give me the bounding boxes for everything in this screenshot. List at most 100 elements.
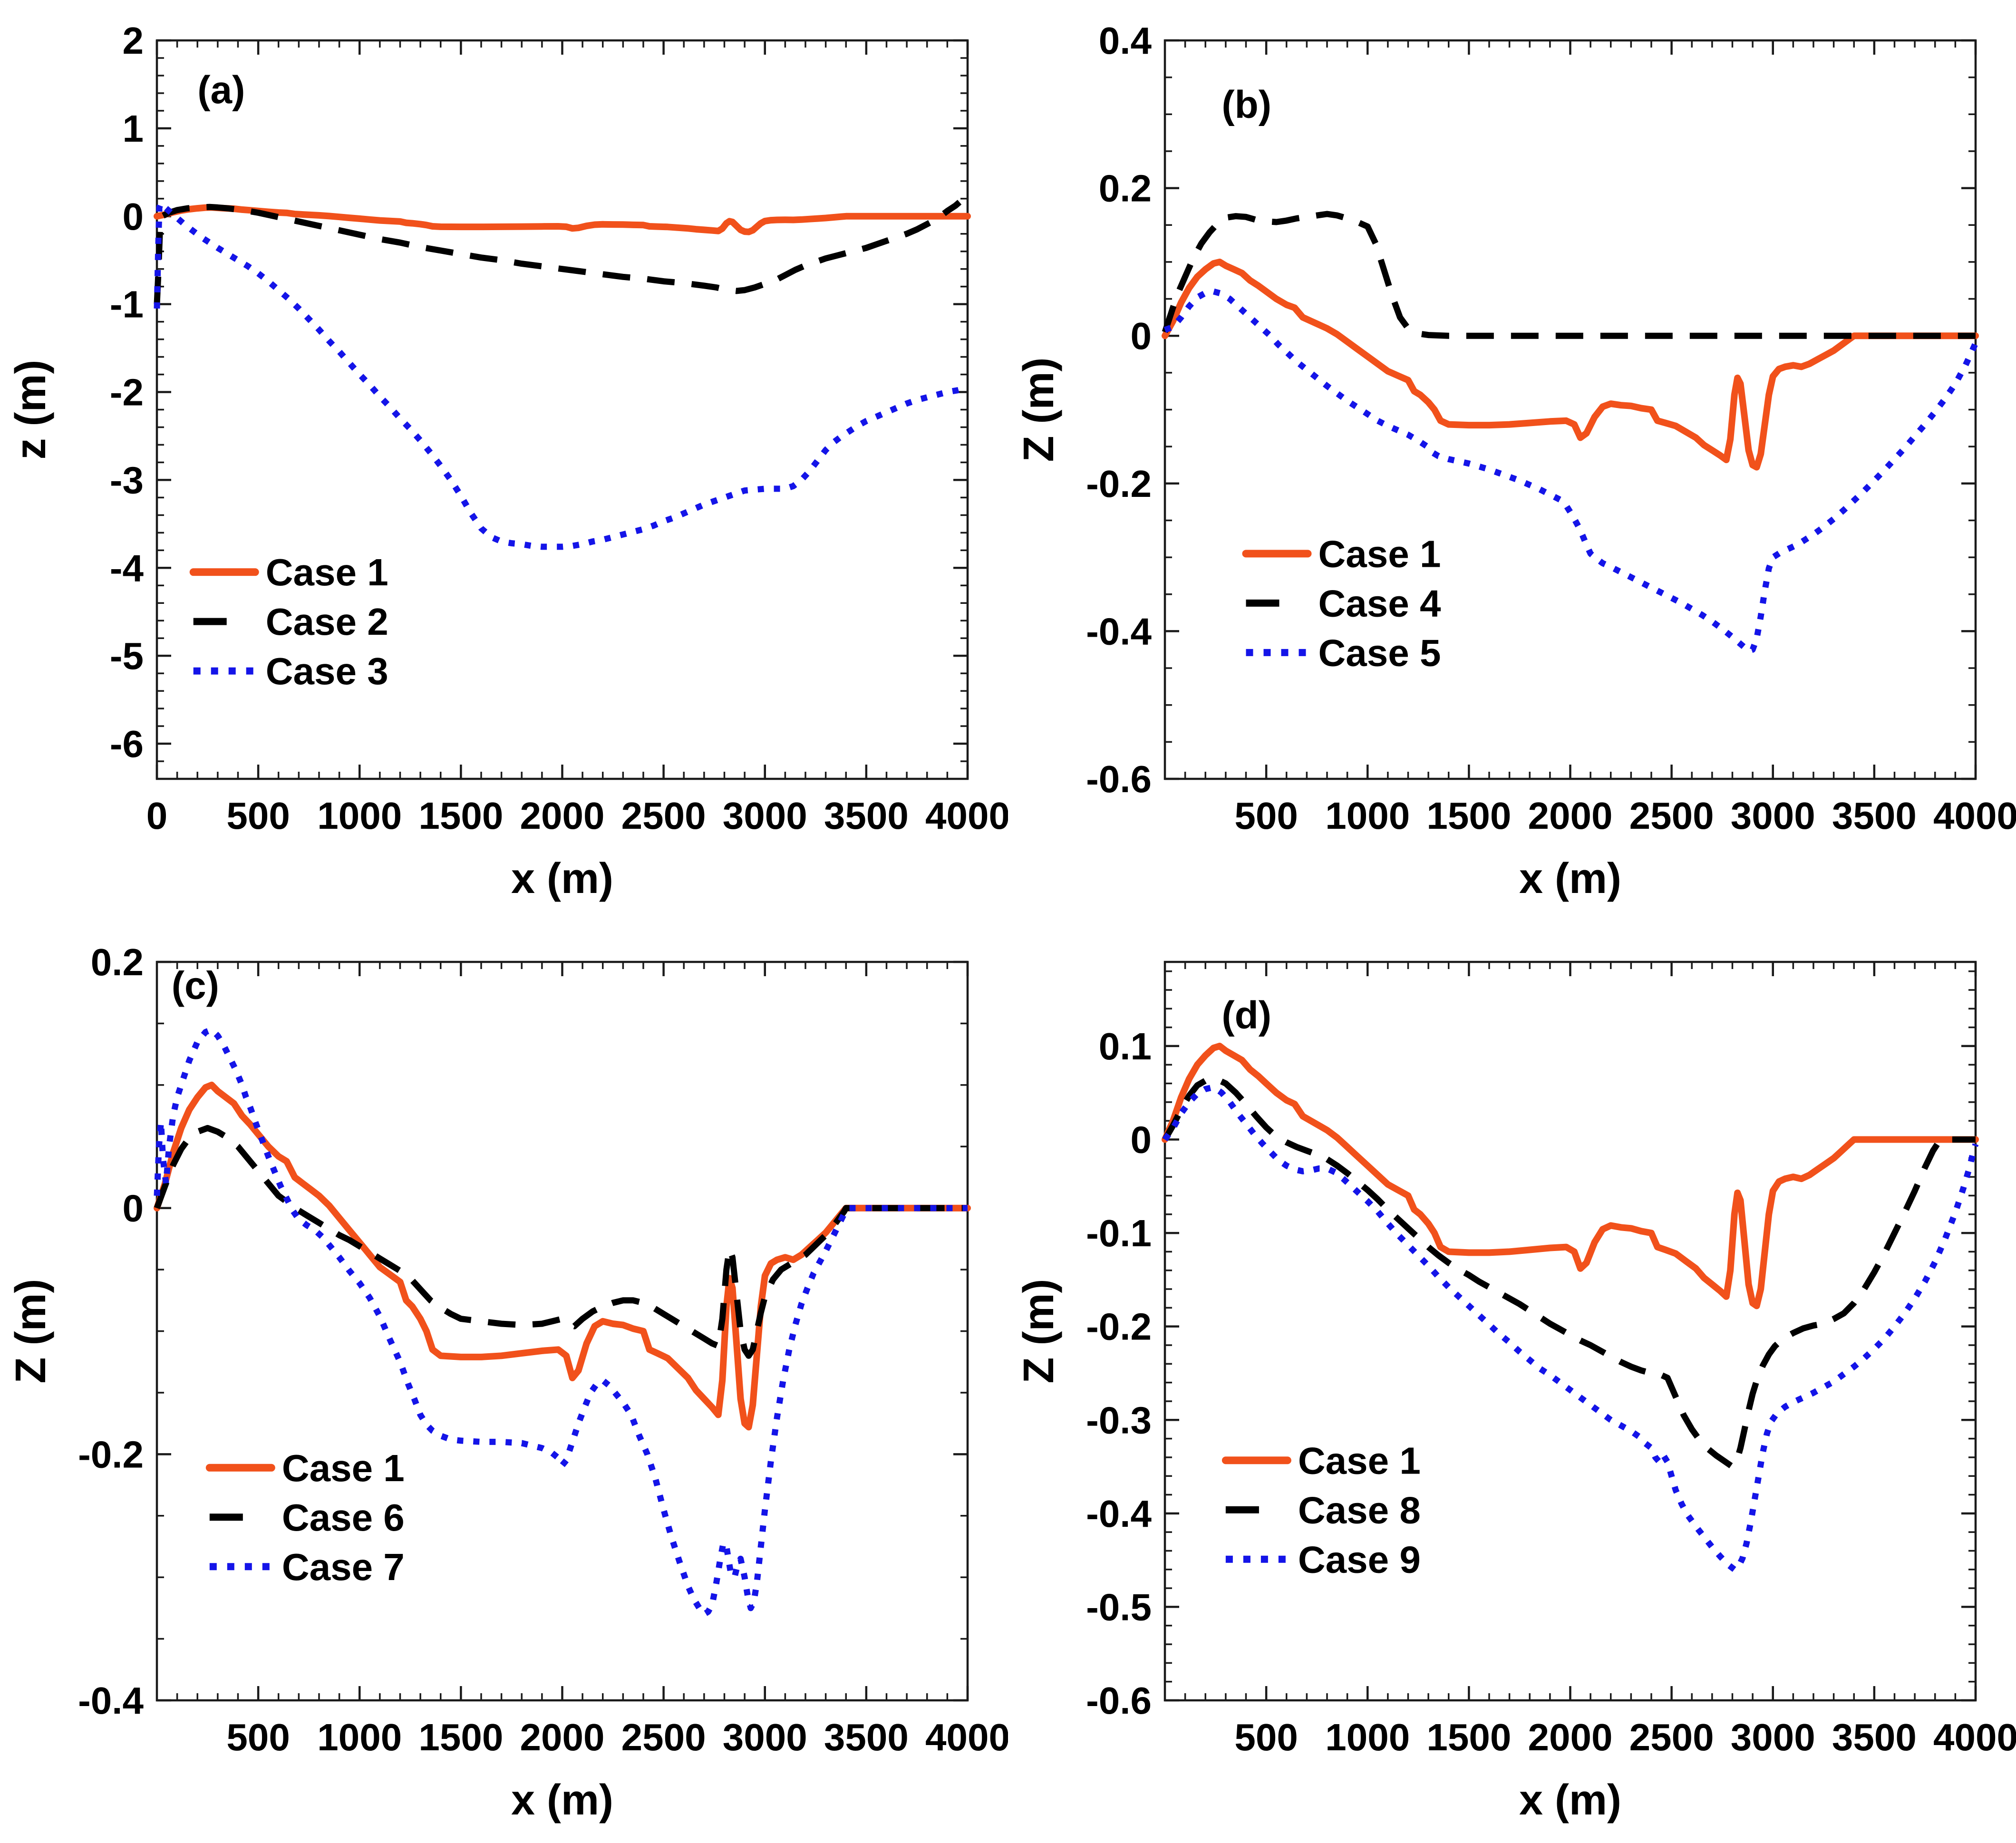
x-tick-label: 3500 [824, 795, 909, 837]
y-axis-label: Z (m) [1015, 358, 1063, 462]
y-tick-label: -0.6 [1086, 1679, 1152, 1722]
x-tick-label: 3000 [1731, 1716, 1815, 1758]
panel-d: 500 1000 1500 2000 2500 3000 3500 4000 0.1 0 -0.1 -… [1008, 922, 2016, 1843]
y-tick-label: -3 [110, 459, 144, 501]
panel-b: 500 1000 1500 2000 2500 3000 3500 4000 0.4 0.2 0 -0… [1008, 0, 2016, 922]
y-axis-label: Z (m) [7, 1279, 55, 1384]
series-case-8 [1162, 1076, 1976, 1470]
x-tick-label: 1000 [1325, 1716, 1410, 1758]
x-tick-label: 2000 [1528, 1716, 1613, 1758]
y-tick-label: 0.1 [1099, 1025, 1152, 1067]
y-tick-label: -6 [110, 723, 144, 765]
legend-label: Case 7 [282, 1546, 405, 1588]
y-tick-label: 1 [123, 107, 144, 150]
y-tick-label: 0.4 [1099, 19, 1152, 62]
y-tick-label: -0.4 [1086, 610, 1152, 652]
y-tick-label: -0.2 [78, 1433, 144, 1475]
y-tick-label: -4 [110, 547, 144, 589]
series-case-5 [1163, 288, 1978, 654]
y-tick-label: 0 [1131, 315, 1152, 357]
series-case-2 [154, 200, 962, 304]
y-tick-label: -1 [110, 283, 144, 326]
legend-label: Case 6 [282, 1496, 405, 1539]
y-axis-label: Z (m) [1015, 1279, 1063, 1384]
series-case-3 [154, 200, 969, 550]
series-case-7 [154, 1026, 968, 1618]
series-case-1 [154, 1081, 971, 1431]
x-tick-label: 3500 [1832, 795, 1917, 837]
plot-frame [1163, 39, 1977, 780]
series-case-1 [1162, 258, 1979, 471]
x-tick-label: 1000 [317, 795, 402, 837]
legend-label: Case 5 [1318, 631, 1441, 674]
y-tick-label: 0.2 [91, 941, 144, 983]
x-axis-label: x (m) [1519, 1776, 1621, 1824]
chart-c-canvas: 500 1000 1500 2000 2500 3000 3500 4000 0.2 0 -0.2 -… [7, 941, 1008, 1824]
x-tick-label: 2500 [1629, 795, 1714, 837]
x-axis-label: x (m) [511, 1776, 613, 1824]
x-tick-label: 1500 [1426, 1716, 1511, 1758]
x-axis-label: x (m) [1519, 855, 1621, 902]
x-tick-label: 500 [1234, 1716, 1298, 1758]
legend-label: Case 8 [1298, 1489, 1421, 1531]
x-tick-label: 2000 [1528, 795, 1613, 837]
series-case-9 [1162, 1084, 1979, 1573]
y-tick-label: 0 [123, 195, 144, 238]
y-tick-label: -0.4 [78, 1679, 144, 1722]
x-tick-label: 500 [1234, 795, 1298, 837]
chart-a-canvas: 0 500 1000 1500 2000 2500 3000 3500 4000 2 1 0 -1 -2 -… [7, 19, 1008, 902]
panel-letter: (d) [1221, 994, 1271, 1037]
y-tick-label: -2 [110, 371, 144, 414]
y-tick-label: -0.5 [1086, 1586, 1152, 1628]
y-tick-label: -0.2 [1086, 463, 1152, 505]
x-tick-label: 500 [226, 795, 290, 837]
series-case-4 [1162, 211, 1976, 339]
x-tick-label: 4000 [925, 1716, 1008, 1758]
series-case-1 [1162, 1042, 1979, 1310]
legend-label: Case 3 [266, 650, 388, 692]
x-tick-label: 3000 [723, 1716, 807, 1758]
y-tick-label: -0.2 [1086, 1306, 1152, 1348]
x-tick-label: 1500 [418, 795, 503, 837]
legend-label: Case 9 [1298, 1538, 1421, 1581]
x-tick-label: 1000 [317, 1716, 402, 1758]
legend-label: Case 1 [282, 1447, 405, 1489]
y-tick-label: 2 [123, 19, 144, 62]
x-tick-label: 2500 [621, 1716, 706, 1758]
legend-label: Case 2 [266, 601, 388, 643]
chart-d-canvas: 500 1000 1500 2000 2500 3000 3500 4000 0.1 0 -0.1 -… [1015, 960, 2016, 1824]
x-tick-label: 1500 [1426, 795, 1511, 837]
plot-frame [155, 960, 969, 1702]
y-tick-label: -0.6 [1086, 758, 1152, 800]
plot-frame [1163, 960, 1977, 1702]
x-tick-label: 4000 [925, 795, 1008, 837]
panel-letter: (c) [172, 964, 219, 1008]
x-tick-label: 2500 [1629, 1716, 1714, 1758]
legend-label: Case 1 [1298, 1439, 1421, 1482]
y-tick-label: -0.4 [1086, 1493, 1152, 1535]
x-tick-label: 1500 [418, 1716, 503, 1758]
legend-label: Case 1 [266, 551, 388, 593]
y-tick-label: -5 [110, 635, 144, 677]
y-tick-label: 0 [123, 1187, 144, 1230]
y-tick-label: 0 [1131, 1119, 1152, 1161]
y-tick-label: -0.1 [1086, 1212, 1152, 1254]
legend-label: Case 1 [1318, 533, 1441, 575]
series-case-6 [154, 1125, 968, 1359]
x-tick-label: 1000 [1325, 795, 1410, 837]
chart-b-canvas: 500 1000 1500 2000 2500 3000 3500 4000 0.4 0.2 0 -0… [1015, 19, 2016, 902]
x-tick-label: 3500 [1832, 1716, 1917, 1758]
y-axis-label: z (m) [7, 360, 55, 460]
x-axis-label: x (m) [511, 855, 613, 902]
y-tick-label: -0.3 [1086, 1399, 1152, 1441]
y-tick-label: 0.2 [1099, 167, 1152, 210]
x-tick-label: 500 [226, 1716, 290, 1758]
legend-label: Case 4 [1318, 582, 1441, 624]
panel-a: 0 500 1000 1500 2000 2500 3000 3500 4000 2 1 0 -1 -2 -… [0, 0, 1008, 922]
x-tick-label: 3000 [1731, 795, 1815, 837]
panel-letter: (a) [197, 68, 245, 112]
x-tick-label: 3500 [824, 1716, 909, 1758]
x-tick-label: 0 [146, 795, 168, 837]
x-tick-label: 4000 [1933, 795, 2016, 837]
